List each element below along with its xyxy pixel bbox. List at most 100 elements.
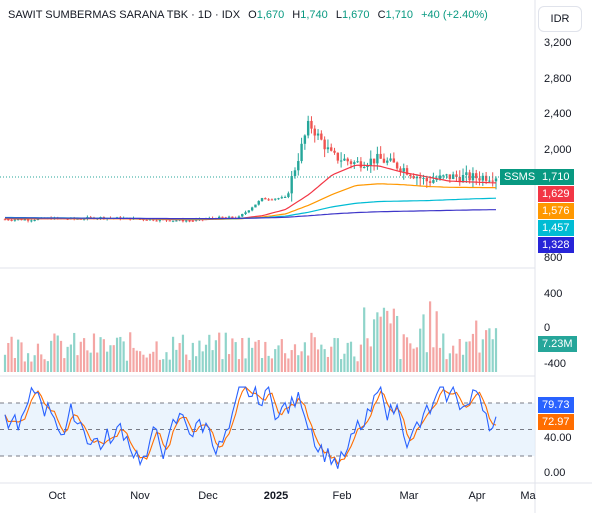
candle-body (20, 219, 23, 221)
candle-body (445, 174, 448, 176)
candle-body (290, 176, 293, 194)
price-tick: 3,200 (544, 37, 572, 49)
last-price-label: 1,710 (538, 169, 574, 185)
candle-body (448, 174, 452, 179)
volume-bar (119, 336, 122, 372)
candle-body (353, 162, 356, 164)
volume-bar (69, 344, 73, 372)
candle-body (13, 219, 17, 221)
volume-bar (491, 339, 494, 372)
volume-bar (195, 356, 198, 372)
candle-body (336, 152, 340, 161)
candle-body (333, 150, 336, 153)
volume-tick: 400 (544, 288, 563, 300)
candle-body (217, 216, 221, 219)
candle-body (346, 158, 349, 162)
volume-bar (336, 338, 339, 372)
candle-body (181, 219, 185, 222)
candle-body (330, 147, 333, 151)
oscillator-lines (4, 385, 497, 469)
volume-bar (125, 360, 129, 372)
symbol-header[interactable]: SAWIT SUMBERMAS SARANA TBK · 1D · IDX O1… (8, 9, 488, 21)
volume-bar (461, 354, 465, 372)
volume-bar (50, 340, 53, 372)
candle-body (82, 218, 86, 220)
volume-bar (359, 344, 362, 372)
candle-body (359, 161, 363, 168)
volume-bar (363, 307, 366, 372)
osc-tick: 40.00 (544, 432, 572, 444)
candle-body (379, 153, 382, 159)
volume-bar (422, 314, 425, 372)
volume-bar (224, 332, 227, 372)
volume-bar (415, 347, 419, 372)
volume-bar (471, 333, 475, 372)
volume-bar (458, 338, 461, 372)
volume-bar (257, 340, 260, 372)
volume-bar (303, 342, 306, 372)
volume-bar (36, 343, 40, 372)
volume-label: 7.23M (538, 336, 577, 352)
volume-bar (155, 341, 158, 372)
candle-body (303, 135, 307, 144)
candle-body (471, 173, 475, 181)
ma-cyan-line (5, 197, 497, 220)
volume-bar (142, 354, 145, 372)
volume-bar (178, 343, 181, 372)
moving-averages (5, 164, 497, 221)
volume-bar (241, 338, 244, 372)
candle-body (320, 133, 323, 140)
candle-body (369, 158, 372, 166)
candle-body (10, 219, 13, 221)
volume-bar (10, 336, 13, 372)
candle-body (432, 180, 435, 183)
candle-body (280, 197, 284, 199)
volume-bar (185, 354, 188, 372)
volume-bar (366, 338, 369, 372)
volume-bar (254, 341, 257, 372)
candle-body (323, 139, 326, 150)
x-tick: Mar (399, 490, 419, 502)
volume-bar (214, 340, 217, 372)
volume-bar (234, 342, 237, 372)
candle-body (382, 158, 386, 163)
candle-body (247, 210, 251, 213)
volume-bar (79, 341, 82, 372)
volume-bar (13, 357, 16, 372)
candle-body (260, 198, 264, 202)
volume-bar (247, 337, 250, 372)
candle-body (237, 216, 241, 219)
volume-bar (171, 336, 175, 372)
volume-bar (412, 348, 415, 372)
volume-bar (452, 345, 455, 372)
ma-orange-line (5, 183, 497, 220)
volume-bar (409, 343, 412, 372)
candle-body (428, 181, 432, 183)
volume-bar (26, 353, 30, 372)
x-tick: Nov (130, 490, 150, 502)
candle-body (442, 175, 445, 177)
volume-bar (106, 351, 109, 372)
candle-body (274, 198, 277, 200)
price-tick: 2,800 (544, 73, 572, 85)
volume-bar (330, 346, 333, 372)
volume-bar (208, 334, 211, 372)
x-tick: Oct (48, 490, 66, 502)
volume-bar (389, 323, 392, 372)
volume-bar (478, 352, 481, 372)
volume-bar (392, 308, 395, 372)
candle-body (244, 212, 247, 215)
ma-red-label: 1,629 (538, 186, 574, 202)
volume-bar (455, 353, 458, 372)
d-line (4, 386, 497, 465)
k-value-label: 79.73 (538, 397, 574, 413)
volume-bar (158, 359, 161, 372)
volume-bar (270, 358, 274, 372)
candle-body (3, 219, 7, 221)
volume-bar (372, 319, 376, 372)
volume-bar (333, 337, 336, 372)
currency-button[interactable]: IDR (538, 6, 582, 32)
volume-bar (382, 307, 386, 372)
candle-body (458, 176, 461, 183)
